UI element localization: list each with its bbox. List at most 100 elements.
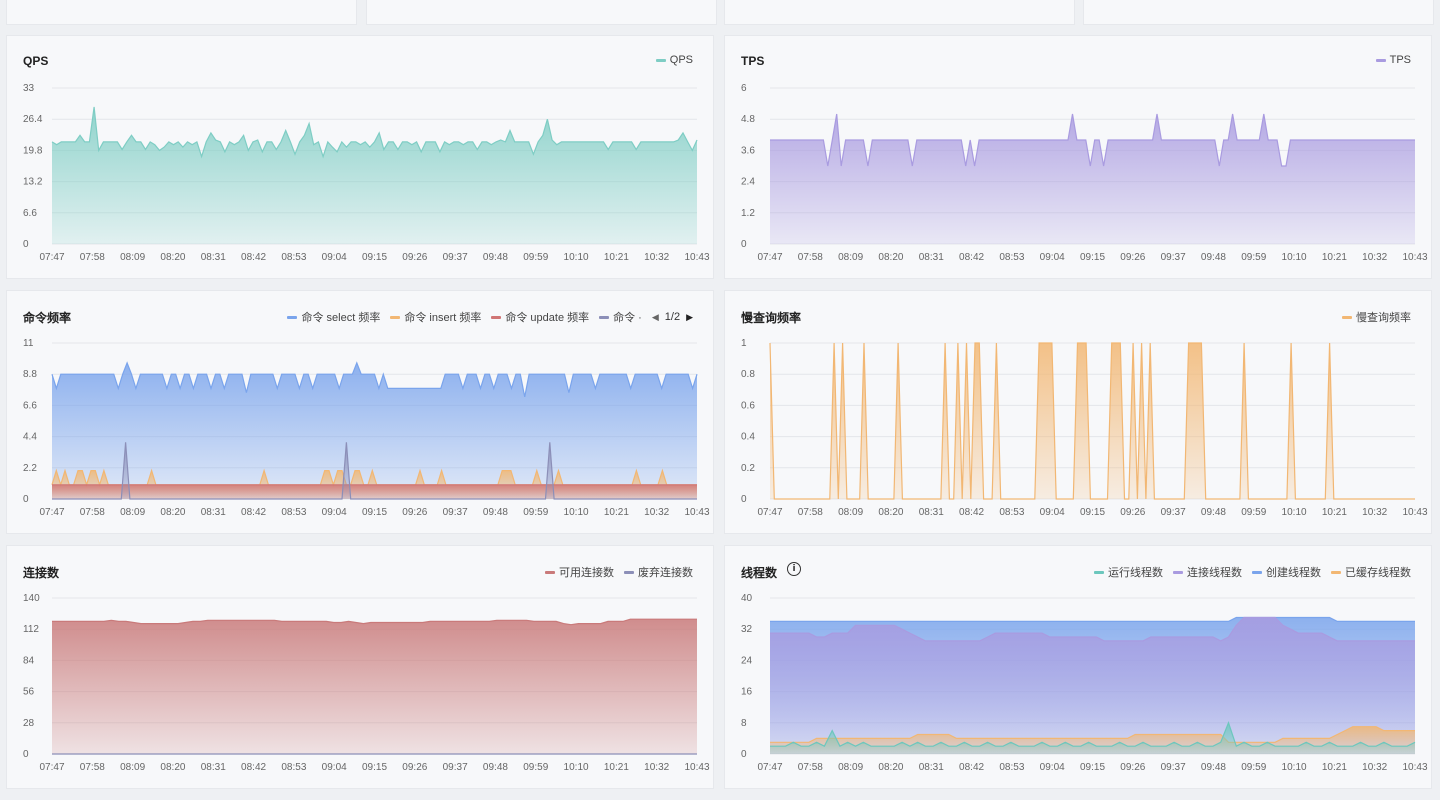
legend-item[interactable]: 可用连接数 bbox=[545, 564, 614, 580]
legend: 运行线程数 连接线程数 创建线程数 已缓存线程数 bbox=[1094, 564, 1411, 580]
y-tick-label: 40 bbox=[741, 593, 753, 604]
series-line bbox=[770, 726, 1415, 743]
y-tick-label: 2.2 bbox=[23, 463, 37, 474]
x-tick-label: 08:31 bbox=[919, 507, 944, 518]
x-tick-label: 08:09 bbox=[120, 762, 145, 773]
x-tick-label: 10:21 bbox=[1322, 507, 1347, 518]
legend-label: 命令 insert 频率 bbox=[404, 312, 482, 324]
x-tick-label: 07:58 bbox=[80, 252, 105, 263]
x-tick-label: 09:15 bbox=[1080, 507, 1105, 518]
x-tick-label: 08:20 bbox=[878, 252, 903, 263]
x-tick-label: 07:47 bbox=[757, 252, 782, 263]
series-line bbox=[770, 721, 1416, 748]
pager-next-icon[interactable]: ▶ bbox=[686, 311, 693, 322]
legend-label: 命令 select 频率 bbox=[301, 312, 381, 324]
y-tick-label: 19.8 bbox=[23, 145, 43, 156]
x-tick-label: 08:09 bbox=[838, 507, 863, 518]
x-tick-label: 07:58 bbox=[798, 252, 823, 263]
x-tick-label: 08:53 bbox=[281, 762, 306, 773]
x-tick-label: 09:04 bbox=[1040, 252, 1065, 263]
legend-item[interactable]: 已缓存线程数 bbox=[1331, 564, 1411, 580]
y-tick-label: 3.6 bbox=[741, 145, 755, 156]
x-tick-label: 08:09 bbox=[120, 507, 145, 518]
series-line bbox=[769, 342, 1415, 500]
slow-query-chart: 0 0.2 0.4 0.6 0.8 1 07:47 07:58 08:09 08:20 08:31 0… bbox=[741, 338, 1428, 518]
legend-swatch bbox=[655, 58, 666, 62]
x-tick-label: 08:31 bbox=[201, 252, 226, 263]
tps-chart: 0 1.2 2.4 3.6 4.8 6 07:47 07:58 08:09 08:20 08:31 0… bbox=[741, 83, 1428, 263]
panel-title: QPS bbox=[23, 54, 49, 68]
x-tick-label: 07:47 bbox=[39, 762, 64, 773]
x-tick-label: 10:32 bbox=[1362, 762, 1387, 773]
panel-title: 命令频率 bbox=[23, 311, 72, 325]
panel-title: 慢查询频率 bbox=[741, 311, 802, 325]
legend: 可用连接数 废弃连接数 bbox=[545, 564, 693, 580]
x-tick-label: 08:42 bbox=[241, 252, 266, 263]
legend-swatch bbox=[1342, 315, 1352, 319]
x-tick-label: 07:58 bbox=[80, 507, 105, 518]
series-line bbox=[52, 618, 697, 626]
pager-prev-icon[interactable]: ◀ bbox=[651, 311, 659, 322]
legend-item[interactable]: QPS bbox=[655, 54, 693, 66]
x-tick-label: 08:42 bbox=[241, 507, 266, 518]
panel-title: TPS bbox=[741, 54, 765, 68]
x-tick-label: 09:48 bbox=[483, 507, 508, 518]
x-tick-label: 08:31 bbox=[919, 252, 944, 263]
legend-item[interactable]: 创建线程数 bbox=[1252, 564, 1321, 580]
legend-item[interactable]: TPS bbox=[1375, 54, 1411, 66]
y-tick-label: 6 bbox=[741, 83, 747, 94]
legend-item[interactable]: 废弃连接数 bbox=[624, 564, 693, 580]
x-tick-label: 08:20 bbox=[878, 507, 903, 518]
legend-item[interactable]: 命令 update 频率 bbox=[491, 309, 589, 325]
x-tick-label: 09:15 bbox=[362, 762, 387, 773]
x-tick-label: 08:20 bbox=[878, 762, 903, 773]
legend-label: 可用连接数 bbox=[559, 567, 614, 579]
x-tick-label: 09:59 bbox=[523, 507, 548, 518]
legend-label: 已缓存线程数 bbox=[1345, 567, 1411, 579]
x-tick-label: 10:43 bbox=[1402, 252, 1427, 263]
series-area bbox=[770, 114, 1415, 244]
x-tick-label: 09:26 bbox=[402, 507, 427, 518]
info-icon[interactable]: i bbox=[787, 562, 801, 576]
x-tick-label: 10:10 bbox=[564, 252, 589, 263]
connections-chart: 0 28 56 84 112 140 07:47 07:58 08:09 08:20 08:31 08… bbox=[23, 593, 710, 773]
x-tick-label: 08:53 bbox=[999, 507, 1024, 518]
legend-swatch bbox=[624, 570, 634, 574]
x-tick-label: 07:58 bbox=[798, 507, 823, 518]
x-tick-label: 10:21 bbox=[604, 252, 629, 263]
legend-item[interactable]: 命令 insert 频率 bbox=[390, 309, 481, 325]
x-tick-label: 10:32 bbox=[644, 507, 669, 518]
legend-item[interactable]: 慢查询频率 bbox=[1342, 309, 1411, 325]
x-tick-label: 10:10 bbox=[564, 762, 589, 773]
x-tick-label: 10:21 bbox=[1322, 252, 1347, 263]
x-tick-label: 09:37 bbox=[443, 507, 468, 518]
legend-item[interactable]: 命令 select 频率 bbox=[287, 309, 380, 325]
legend-swatch bbox=[1375, 58, 1386, 62]
legend-item[interactable]: 运行线程数 bbox=[1094, 564, 1163, 580]
legend-item[interactable]: 命令 · bbox=[599, 309, 642, 325]
x-tick-label: 09:48 bbox=[1201, 252, 1226, 263]
y-tick-label: 0.8 bbox=[741, 369, 755, 380]
legend-item[interactable]: 连接线程数 bbox=[1173, 564, 1242, 580]
x-tick-label: 09:04 bbox=[322, 507, 347, 518]
legend: TPS bbox=[1375, 54, 1411, 66]
tps-panel: TPS TPS 0 1.2 2.4 3.6 4.8 6 07:47 07:58 08:09 08:… bbox=[724, 35, 1432, 279]
legend: 慢查询频率 bbox=[1342, 309, 1411, 325]
command-frequency-chart: 0 2.2 4.4 6.6 8.8 11 07:47 07:58 08:09 08:20 08:31… bbox=[23, 338, 710, 518]
x-tick-label: 09:37 bbox=[443, 252, 468, 263]
panel-title: 连接数 bbox=[23, 566, 60, 580]
y-tick-label: 0 bbox=[741, 749, 747, 760]
y-tick-label: 0 bbox=[741, 494, 747, 505]
x-tick-label: 10:43 bbox=[1402, 507, 1427, 518]
x-tick-label: 09:59 bbox=[1241, 507, 1266, 518]
x-tick-label: 08:31 bbox=[201, 507, 226, 518]
x-tick-label: 10:32 bbox=[644, 252, 669, 263]
series-line bbox=[770, 113, 1415, 167]
x-tick-label: 09:04 bbox=[322, 252, 347, 263]
x-tick-label: 09:26 bbox=[402, 762, 427, 773]
qps-chart: 0 6.6 13.2 19.8 26.4 33 07:47 07:58 08:09 08:20 08… bbox=[23, 83, 710, 263]
y-tick-label: 0.6 bbox=[741, 400, 755, 411]
x-tick-label: 10:43 bbox=[1402, 762, 1427, 773]
threads-panel: 线程数 i 运行线程数 连接线程数 创建线程数 已缓存线程数 0 8 16 24 32 40 07… bbox=[724, 545, 1432, 789]
legend: QPS bbox=[655, 54, 693, 66]
